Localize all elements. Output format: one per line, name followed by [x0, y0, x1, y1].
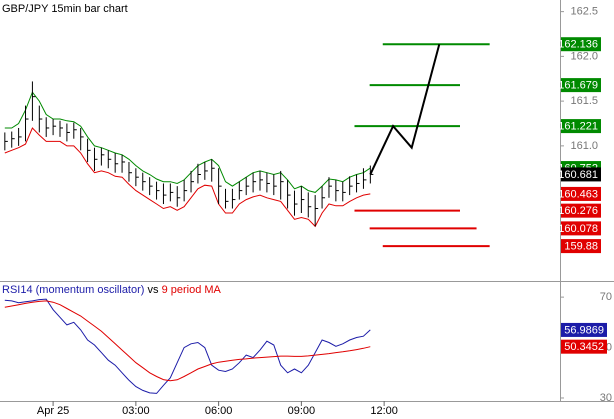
value-box [561, 322, 607, 337]
x-tick-label: 12:00 [370, 405, 398, 417]
y-tick-label: 162.5 [570, 6, 598, 18]
price-box [561, 37, 601, 52]
value-box-label: 56.9869 [564, 324, 604, 336]
x-tick-label: 09:00 [288, 405, 316, 417]
rsi-line [4, 298, 371, 394]
price-box-label: 160.681 [558, 169, 598, 181]
chart-title: GBP/JPY 15min bar chart [2, 3, 128, 15]
value-box [561, 339, 607, 354]
price-box-label: 159.88 [564, 241, 598, 253]
price-box [561, 186, 601, 201]
envelope-line [4, 127, 371, 228]
legend-entry: 9 period MA [162, 284, 222, 296]
x-tick-label: Apr 25 [37, 405, 69, 417]
price-box-label: 160.078 [558, 223, 598, 235]
legend-joiner: vs [148, 284, 160, 296]
y-tick-label: 30 [600, 392, 612, 404]
y-tick-label: 161.0 [570, 140, 598, 152]
legend-entry: RSI14 (momentum oscillator) [2, 284, 144, 296]
price-box-label: 161.221 [558, 120, 598, 132]
price-box-label: 160.276 [558, 205, 598, 217]
price-box [561, 78, 601, 93]
y-tick-label: 161.5 [570, 95, 598, 107]
price-box [561, 203, 601, 218]
value-box-label: 50.3452 [564, 341, 604, 353]
price-box-label: 160.463 [558, 188, 598, 200]
price-box [561, 119, 601, 134]
price-box-label: 162.136 [558, 39, 598, 51]
price-box [561, 221, 601, 236]
y-tick-label: 162.0 [570, 50, 598, 62]
price-box-label: 161.679 [558, 80, 598, 92]
x-tick-label: 06:00 [205, 405, 233, 417]
rsi-legend: RSI14 (momentum oscillator) vs 9 period … [2, 284, 222, 296]
x-tick-label: 03:00 [122, 405, 150, 417]
price-box [561, 167, 601, 182]
price-box [561, 239, 601, 254]
rsi-line [4, 300, 371, 382]
y-tick-label: 70 [600, 291, 612, 303]
envelope-line [4, 91, 371, 193]
forecast-line [369, 43, 441, 175]
